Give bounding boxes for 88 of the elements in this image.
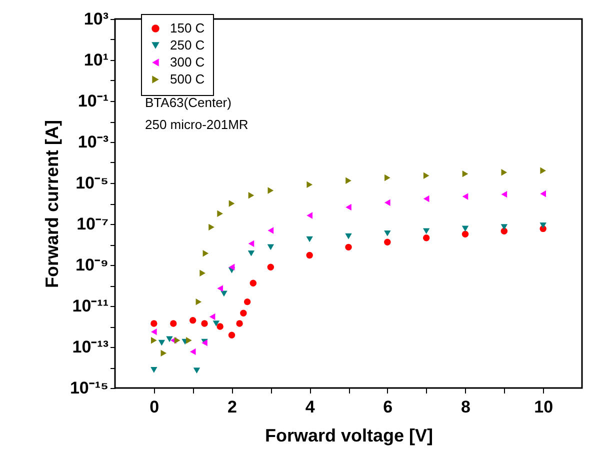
point bbox=[200, 270, 206, 277]
point bbox=[196, 298, 202, 306]
point bbox=[248, 192, 254, 199]
point bbox=[500, 228, 508, 234]
y-tick-label: 10⁻⁹ bbox=[76, 256, 108, 274]
point bbox=[248, 250, 255, 256]
x-tick-label: 10 bbox=[534, 398, 554, 416]
point bbox=[170, 320, 177, 327]
point bbox=[228, 332, 236, 338]
point bbox=[208, 224, 214, 231]
point bbox=[345, 244, 352, 251]
point bbox=[248, 240, 254, 248]
y-tick-label: 10⁻¹¹ bbox=[72, 296, 109, 316]
point bbox=[174, 337, 180, 344]
point bbox=[217, 285, 223, 292]
legend-label: 250 C bbox=[170, 38, 205, 52]
point bbox=[189, 316, 196, 324]
point bbox=[423, 172, 430, 179]
y-tick-label: 10⁻⁷ bbox=[76, 214, 108, 234]
legend-label: 300 C bbox=[170, 54, 205, 70]
point bbox=[268, 187, 274, 194]
point bbox=[422, 228, 430, 234]
point bbox=[384, 199, 390, 206]
point bbox=[151, 328, 157, 336]
x-tick-label: 8 bbox=[461, 398, 470, 416]
y-axis-title: Forward current [A] bbox=[42, 120, 62, 288]
annotation: BTA63(Center) bbox=[145, 95, 232, 110]
point bbox=[228, 200, 235, 207]
y-tick-label: 10⁻⁵ bbox=[76, 174, 108, 192]
point bbox=[345, 233, 352, 240]
y-tick-label: 10⁻¹⁵ bbox=[70, 378, 108, 398]
x-tick-label: 2 bbox=[228, 398, 237, 416]
annotation: 250 micro-201MR bbox=[145, 117, 248, 132]
legend-label: 150 C bbox=[170, 20, 205, 36]
x-tick-label: 6 bbox=[383, 398, 393, 416]
point bbox=[151, 337, 157, 344]
point bbox=[462, 226, 469, 232]
x-axis-title: Forward voltage [V] bbox=[264, 426, 434, 446]
legend-label: 500 C bbox=[170, 72, 205, 86]
point bbox=[501, 169, 508, 176]
point bbox=[166, 336, 173, 342]
point bbox=[346, 177, 352, 184]
y-tick-label: 10¹ bbox=[84, 50, 109, 70]
point bbox=[501, 190, 508, 198]
point bbox=[462, 230, 469, 238]
point bbox=[306, 181, 312, 188]
point bbox=[193, 368, 200, 374]
point bbox=[384, 230, 391, 236]
point bbox=[186, 337, 192, 344]
y-tick-label: 10⁻¹³ bbox=[72, 338, 109, 356]
point bbox=[500, 224, 508, 230]
point bbox=[150, 367, 158, 373]
point bbox=[158, 340, 166, 346]
point bbox=[306, 212, 312, 219]
y-tick-label: 10³ bbox=[84, 10, 109, 28]
point bbox=[209, 313, 216, 320]
point bbox=[462, 193, 468, 200]
x-tick-label: 0 bbox=[150, 398, 160, 416]
x-tick-label: 4 bbox=[305, 398, 316, 416]
point bbox=[346, 204, 352, 211]
point bbox=[160, 350, 167, 357]
point bbox=[384, 238, 391, 246]
point bbox=[212, 320, 220, 326]
point bbox=[202, 250, 209, 257]
point bbox=[540, 190, 546, 198]
point bbox=[540, 222, 546, 228]
point bbox=[462, 170, 468, 178]
y-tick-label: 10⁻³ bbox=[78, 132, 109, 152]
point bbox=[422, 234, 430, 242]
y-tick-label: 10⁻¹ bbox=[78, 92, 109, 110]
point bbox=[216, 323, 224, 330]
point bbox=[244, 298, 251, 306]
point bbox=[236, 320, 243, 327]
point bbox=[228, 264, 235, 270]
point bbox=[240, 310, 247, 316]
point bbox=[384, 174, 390, 182]
point bbox=[201, 320, 208, 327]
point bbox=[268, 227, 274, 234]
point bbox=[190, 348, 196, 356]
point bbox=[540, 167, 546, 174]
point bbox=[250, 280, 257, 287]
point bbox=[267, 244, 274, 250]
point bbox=[423, 195, 430, 202]
point bbox=[150, 320, 158, 327]
point bbox=[217, 210, 223, 217]
point bbox=[267, 264, 274, 270]
point bbox=[306, 236, 313, 242]
point bbox=[306, 252, 313, 259]
